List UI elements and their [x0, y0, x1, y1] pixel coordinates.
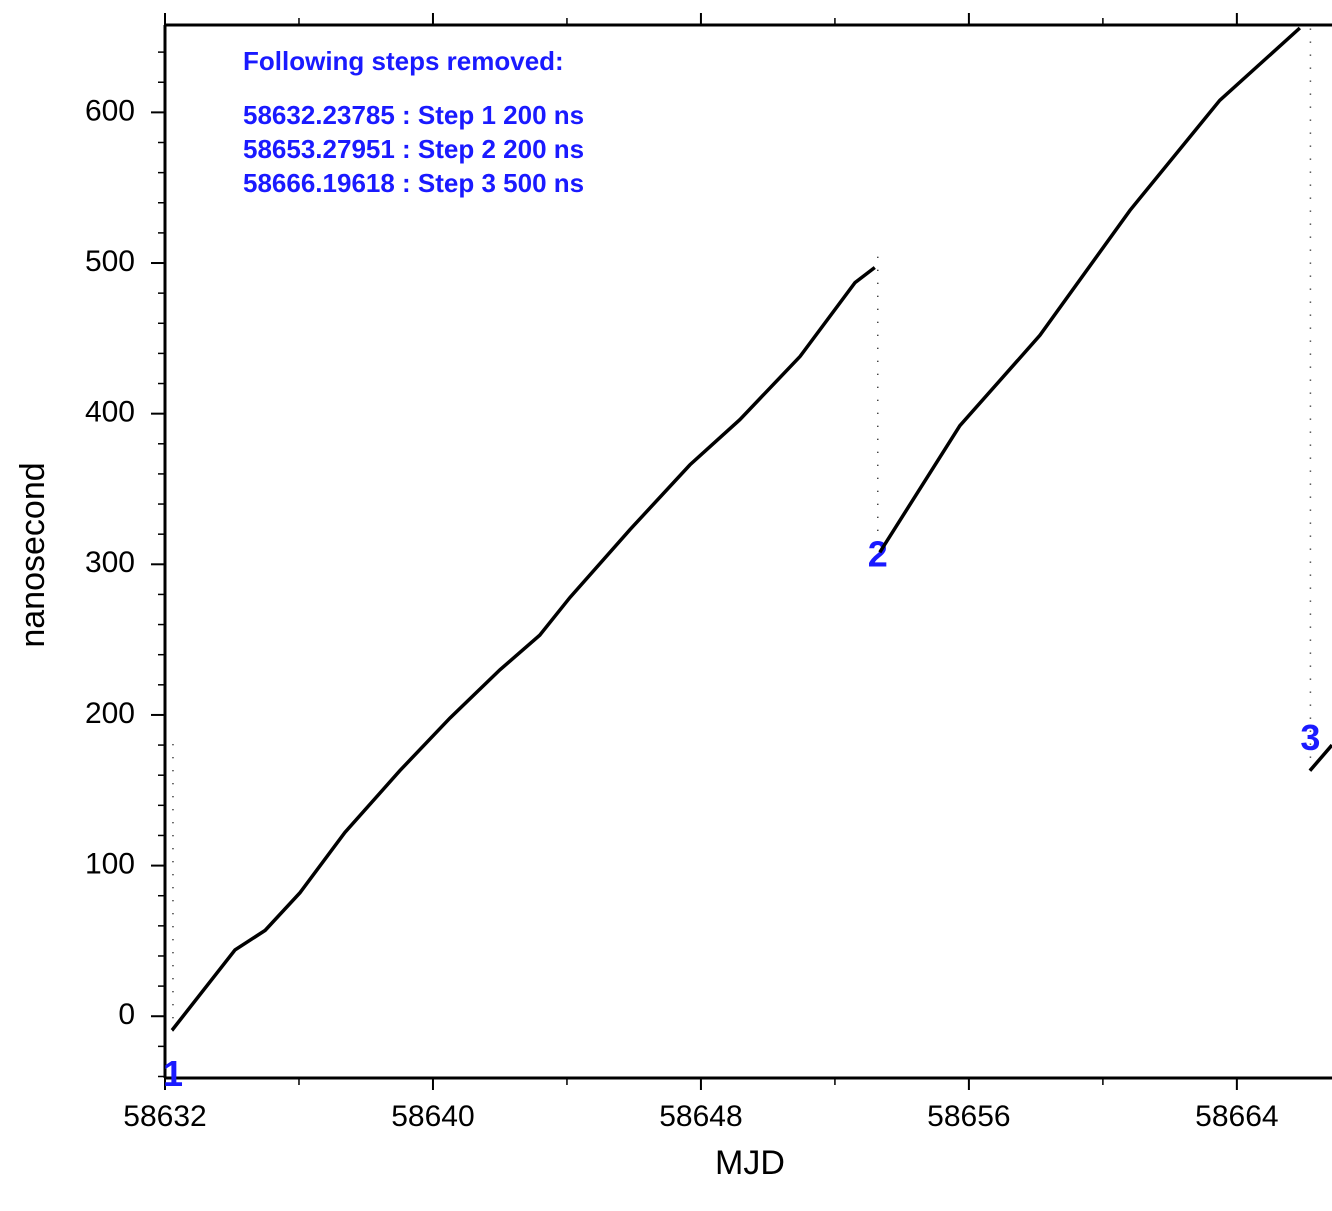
annotation: 58666.19618 : Step 3 500 ns [243, 168, 584, 198]
annotation: Following steps removed: [243, 46, 564, 76]
annotation: 58653.27951 : Step 2 200 ns [243, 134, 584, 164]
y-tick-label: 100 [85, 848, 135, 881]
x-tick-label: 58632 [123, 1100, 206, 1133]
y-tick-label: 200 [85, 697, 135, 730]
x-tick-label: 58656 [927, 1100, 1010, 1133]
x-tick-label: 58648 [659, 1100, 742, 1133]
series-line [170, 26, 1332, 1032]
x-tick-label: 58664 [1195, 1100, 1278, 1133]
y-axis-label: nanosecond [14, 462, 52, 647]
step-label: 3 [1300, 717, 1320, 758]
y-tick-label: 300 [85, 546, 135, 579]
y-tick-label: 0 [118, 998, 135, 1031]
step-label: 1 [163, 1053, 183, 1094]
step-label: 2 [868, 533, 888, 574]
y-tick-label: 600 [85, 94, 135, 127]
y-tick-label: 500 [85, 245, 135, 278]
annotation: 58632.23785 : Step 1 200 ns [243, 100, 584, 130]
x-axis-label: MJD [715, 1144, 785, 1182]
x-tick-label: 58640 [391, 1100, 474, 1133]
y-tick-label: 400 [85, 396, 135, 429]
